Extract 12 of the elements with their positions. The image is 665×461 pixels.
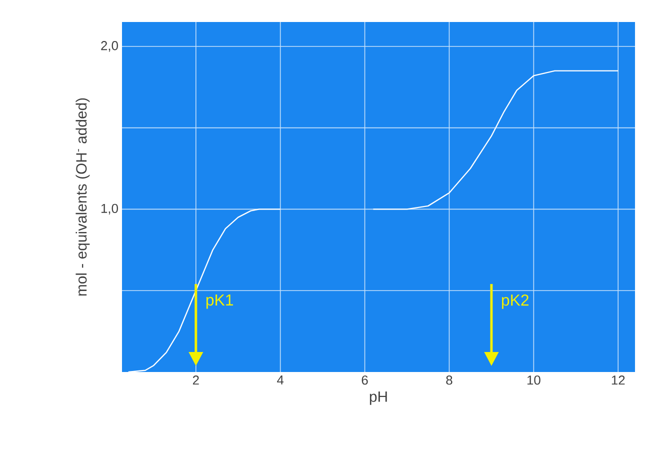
x-tick-label: 8 [446,376,452,385]
x-tick-label: 2 [192,376,199,385]
x-tick-label: 12 [612,376,625,385]
ref-line-label: pK2 [502,294,529,309]
x-tick-label: 6 [362,376,368,385]
x-tick-label: 10 [527,376,540,385]
y-tick-label: 2,0 [101,41,118,52]
x-axis-title: pH [370,392,387,405]
x-tick-label: 4 [277,376,284,384]
y-axis-title: mol - equivalents (OH$^{-}$ added) [76,98,90,296]
y-tick-label: 1,0 [101,204,118,215]
ref-line-label: pK1 [206,294,233,309]
